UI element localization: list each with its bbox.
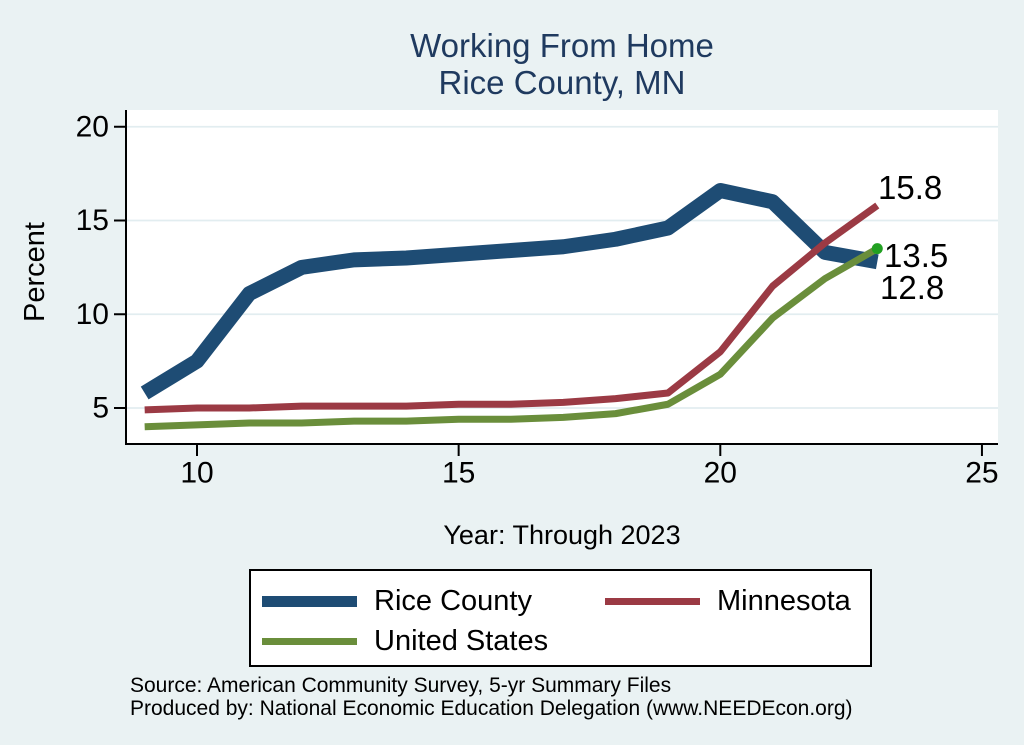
series-line-rice-county xyxy=(140,183,879,400)
plot-area xyxy=(126,110,998,444)
chart-title-line1: Working From Home xyxy=(410,27,714,64)
chart-title: Working From Home Rice County, MN xyxy=(126,27,998,101)
x-tick-label-15: 15 xyxy=(442,457,475,490)
end-value-annotations: 15.8 13.512.8 xyxy=(878,169,948,306)
source-notes: Source: American Community Survey, 5-yr … xyxy=(130,674,853,720)
chart-canvas: 5 10 15 20 10 15 20 25 15.8 13.512.8 Percent xyxy=(19,110,999,490)
annotation-15.8: 15.8 xyxy=(878,169,942,206)
legend-label-united-states: United States xyxy=(374,624,549,657)
produced-by-line: Produced by: National Economic Education… xyxy=(130,697,853,720)
y-tick-label-20: 20 xyxy=(76,110,109,143)
legend: Rice County Minnesota United States xyxy=(249,569,872,667)
rice-county-line-swatch xyxy=(262,595,357,607)
x-tick-label-10: 10 xyxy=(180,457,213,490)
chart-title-line2: Rice County, MN xyxy=(438,64,686,101)
legend-label-minnesota: Minnesota xyxy=(717,584,851,617)
series-end-dot-united-states xyxy=(871,243,883,255)
x-tick-label-20: 20 xyxy=(704,457,737,490)
minnesota-line-swatch xyxy=(605,597,700,605)
axes: 5 10 15 20 10 15 20 25 xyxy=(76,110,999,490)
series-line-united-states xyxy=(144,245,880,431)
y-tick-label-15: 15 xyxy=(76,204,109,237)
series-lines xyxy=(140,183,883,431)
legend-item-united-states: United States xyxy=(262,624,548,658)
series-line-minnesota xyxy=(144,202,880,414)
legend-item-rice-county: Rice County xyxy=(262,584,532,618)
y-tick-label-5: 5 xyxy=(92,392,109,425)
x-tick-label-25: 25 xyxy=(965,457,998,490)
x-axis-title: Year: Through 2023 xyxy=(443,520,681,550)
legend-label-rice-county: Rice County xyxy=(374,584,532,617)
y-axis-title: Percent xyxy=(19,222,51,322)
source-line: Source: American Community Survey, 5-yr … xyxy=(130,674,672,697)
annotation-13.5: 13.5 xyxy=(884,237,948,274)
legend-item-minnesota: Minnesota xyxy=(605,584,851,618)
united-states-line-swatch xyxy=(262,637,357,645)
annotation-12.8: 12.8 xyxy=(880,269,944,306)
y-tick-label-10: 10 xyxy=(76,298,109,331)
